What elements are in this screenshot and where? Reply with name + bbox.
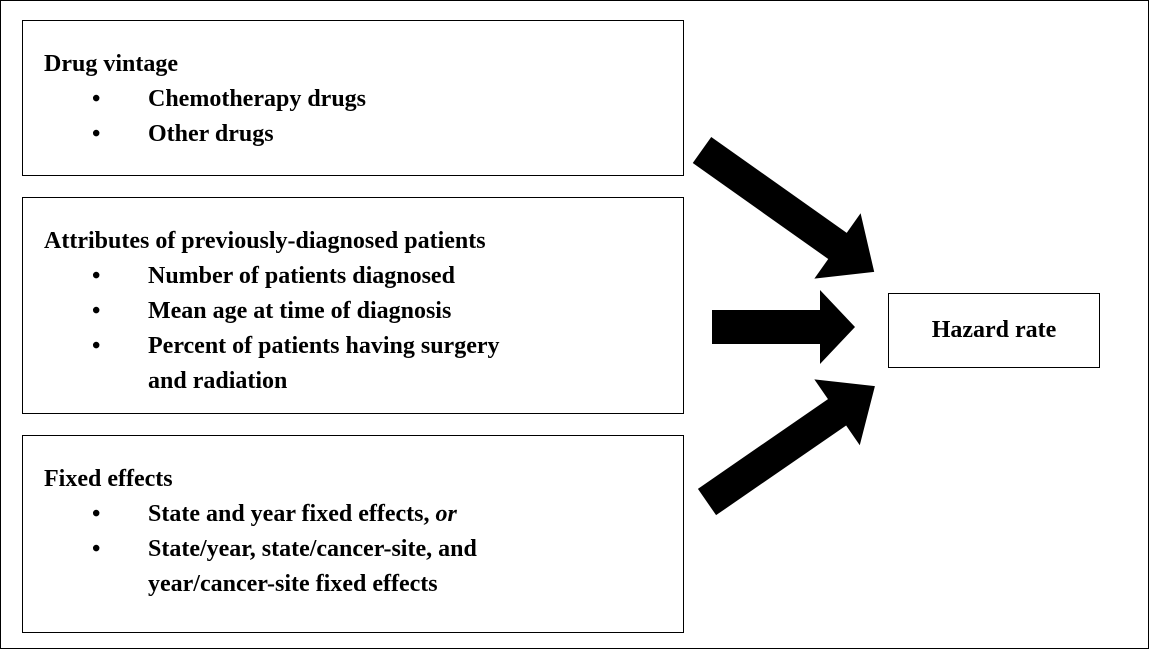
item-text: Chemotherapy drugs — [148, 86, 367, 112]
item-line: State and year fixed effects, or — [148, 497, 683, 532]
box-title: Fixed effects — [44, 466, 173, 492]
item-text: State/year, state/cancer-site, and — [148, 536, 477, 562]
bullet-item: Mean age at time of diagnosis — [44, 294, 683, 329]
bullet-list: Number of patients diagnosed Mean age at … — [44, 259, 683, 399]
item-text: Mean age at time of diagnosis — [148, 298, 452, 324]
bullet-list: Chemotherapy drugs Other drugs — [44, 82, 683, 152]
bullet-item: State/year, state/cancer-site, and year/c… — [44, 532, 683, 602]
item-text: and radiation — [148, 368, 288, 394]
factor-box: Fixed effects State and year fixed effect… — [22, 435, 684, 633]
box-title: Attributes of previously-diagnosed patie… — [44, 228, 486, 254]
item-emphasis: or — [435, 501, 457, 527]
arrow — [712, 290, 855, 364]
factor-box: Drug vintage Chemotherapy drugs Other drug… — [22, 20, 684, 176]
bullet-item: Chemotherapy drugs — [44, 82, 683, 117]
item-text: Other drugs — [148, 121, 274, 147]
outcome-box: Hazard rate — [888, 293, 1100, 368]
box-title: Drug vintage — [44, 51, 178, 77]
item-text: State and year fixed effects, — [148, 501, 430, 527]
bullet-item: Percent of patients having surgery and ra… — [44, 329, 683, 399]
item-text: year/cancer-site fixed effects — [148, 571, 438, 597]
bullet-item: Number of patients diagnosed — [44, 259, 683, 294]
factor-box: Attributes of previously-diagnosed patie… — [22, 197, 684, 414]
bullet-item: State and year fixed effects, or — [44, 497, 683, 532]
item-text: Number of patients diagnosed — [148, 263, 455, 289]
arrow — [697, 379, 875, 516]
item-text: Percent of patients having surgery — [148, 333, 500, 359]
bullet-list: State and year fixed effects, orState/ye… — [44, 497, 683, 602]
arrow — [692, 136, 875, 279]
bullet-item: Other drugs — [44, 117, 683, 152]
outcome-label: Hazard rate — [931, 317, 1057, 343]
